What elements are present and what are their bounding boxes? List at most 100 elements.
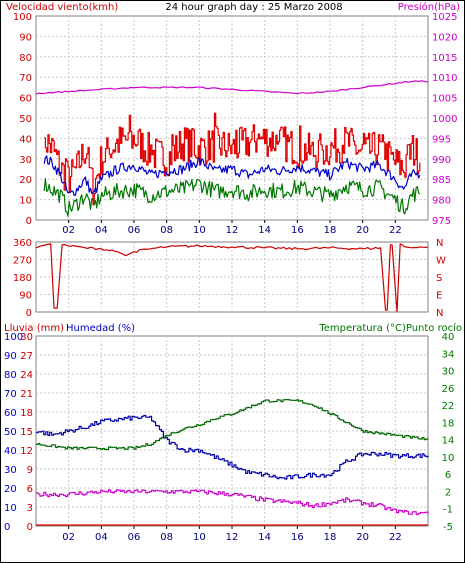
x-tick-label: 16: [291, 532, 304, 543]
pressure-tick-label: 985: [432, 175, 451, 186]
wind-speed-tick-label: 20: [19, 175, 32, 186]
x-tick-label: 08: [160, 225, 173, 236]
humidity-tick-label: 80: [4, 370, 17, 381]
x-tick-label: 22: [389, 532, 402, 543]
pressure-tick-label: 1020: [432, 32, 457, 43]
x-tick-label: 08: [160, 532, 173, 543]
x-tick-label: 18: [324, 532, 337, 543]
compass-label: S: [436, 273, 442, 284]
humidity-temperature-time-axis: 02 04 06 08 10 12 14 16 18 20 22: [62, 526, 402, 543]
direction-tick-label: 90: [19, 291, 32, 302]
wind-avg-series: [43, 155, 421, 196]
x-tick-label: 12: [226, 225, 239, 236]
rain-tick-label: 18: [20, 408, 33, 419]
pressure-title: Presión(hPa): [398, 1, 460, 13]
compass-label: N: [436, 308, 443, 319]
x-tick-label: 02: [62, 532, 75, 543]
pressure-series: [35, 80, 429, 95]
x-tick-label: 06: [128, 225, 141, 236]
wind-min-series: [43, 178, 421, 217]
x-tick-label: 10: [193, 225, 206, 236]
compass-label: N: [436, 238, 443, 249]
x-tick-label: 10: [193, 532, 206, 543]
humidity-tick-label: 90: [4, 351, 17, 362]
wind-pressure-time-axis: 02 04 06 08 10 12 14 16 18 20 22: [62, 220, 402, 236]
direction-tick-label: 360: [13, 238, 32, 249]
pressure-tick-label: 975: [432, 216, 451, 227]
x-tick-label: 20: [356, 225, 369, 236]
humidity-tick-label: 100: [4, 332, 23, 343]
wind-max-series: [44, 112, 421, 206]
direction-degrees-axis: 0 90 180 270 360: [13, 238, 32, 319]
pressure-tick-label: 1000: [432, 114, 457, 125]
pressure-tick-label: 1015: [432, 53, 457, 64]
humidity-tick-label: 50: [4, 427, 17, 438]
compass-label: E: [436, 291, 442, 302]
humidity-axis: 0 10 20 30 40 50 60 70 80 90 100: [4, 332, 23, 533]
x-tick-label: 18: [324, 225, 337, 236]
graph-date-title: 24 hour graph day : 25 Marzo 2008: [165, 2, 342, 13]
wind-direction-grid: [36, 242, 428, 312]
humidity-temperature-series: [36, 399, 429, 526]
humidity-tick-label: 70: [4, 389, 17, 400]
x-tick-label: 16: [291, 225, 304, 236]
humidity-tick-label: 60: [4, 408, 17, 419]
humidity-tick-label: 40: [4, 446, 17, 457]
temperature-tick-label: -5: [443, 522, 453, 533]
wind-speed-tick-label: 40: [19, 134, 32, 145]
humidity-temperature-grid: [36, 336, 428, 526]
x-tick-label: 02: [62, 225, 75, 236]
rain-tick-label: 6: [27, 484, 33, 495]
wind-speed-tick-label: 50: [19, 114, 32, 125]
rain-tick-label: 0: [27, 522, 33, 533]
temperature-tick-label: 22: [442, 401, 455, 412]
rain-tick-label: 15: [20, 427, 33, 438]
temperature-tick-label: 6: [445, 470, 451, 481]
wind-speed-tick-label: 70: [19, 73, 32, 84]
wind-speed-tick-label: 0: [26, 216, 32, 227]
rain-tick-label: 21: [20, 389, 33, 400]
pressure-axis: 975 980 985 990 995 1000 1005 1010 1015 1020 1025: [432, 12, 457, 227]
wind-speed-tick-label: 10: [19, 196, 32, 207]
x-tick-label: 20: [356, 532, 369, 543]
humidity-series: [36, 414, 429, 480]
wind-speed-axis: 0 10 20 30 40 50 60 70 80 90 100: [13, 12, 32, 227]
direction-tick-label: 180: [13, 273, 32, 284]
wind-speed-title: Velocidad viento(kmh): [6, 2, 118, 13]
temperature-tick-label: 2: [445, 487, 451, 498]
humidity-title: Humedad (%): [66, 323, 135, 334]
x-tick-label: 04: [95, 532, 108, 543]
dewpoint-series: [36, 489, 429, 516]
direction-tick-label: 270: [13, 256, 32, 267]
humidity-temperature-panel: 0 10 20 30 40 50 60 70 80 90 100 0 3 6 9 12 15 18 21 24 27 3…: [4, 332, 454, 543]
x-tick-label: 22: [389, 225, 402, 236]
rain-tick-label: 27: [20, 351, 33, 362]
compass-label: W: [436, 256, 446, 267]
humidity-tick-label: 30: [4, 465, 17, 476]
pressure-tick-label: 995: [432, 134, 451, 145]
wind-direction-series: [35, 243, 429, 313]
rain-title: Lluvia (mm): [4, 323, 64, 334]
rain-tick-label: 24: [20, 370, 33, 381]
temperature-tick-label: 30: [442, 367, 455, 378]
temperature-tick-label: 18: [442, 418, 455, 429]
pressure-tick-label: 990: [432, 155, 451, 166]
temperature-series: [36, 399, 429, 451]
temperature-tick-label: 14: [442, 436, 455, 447]
x-tick-label: 14: [258, 225, 271, 236]
rain-tick-label: 9: [27, 465, 33, 476]
wind-pressure-series: [35, 80, 429, 217]
wind-speed-tick-label: 90: [19, 32, 32, 43]
x-tick-label: 06: [128, 532, 141, 543]
temperature-tick-label: 26: [442, 384, 455, 395]
direction-tick-label: 0: [26, 308, 32, 319]
x-tick-label: 14: [258, 532, 271, 543]
temperature-dewpoint-title: Temperatura (°C)Punto rocío: [318, 322, 462, 334]
pressure-tick-label: 980: [432, 196, 451, 207]
wind-speed-tick-label: 30: [19, 155, 32, 166]
